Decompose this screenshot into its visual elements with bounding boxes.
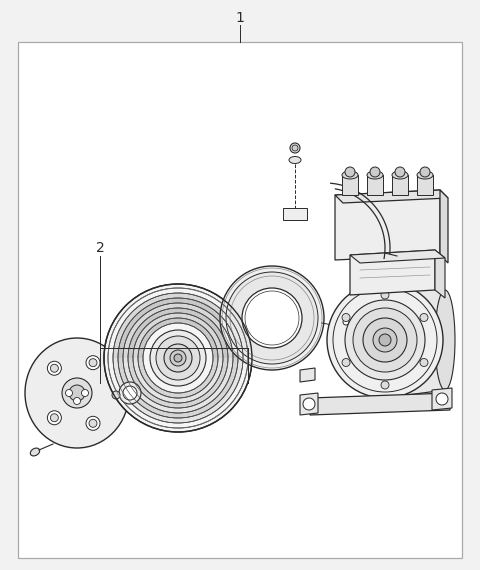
Polygon shape	[435, 250, 445, 298]
Circle shape	[73, 397, 81, 405]
Polygon shape	[350, 250, 445, 263]
Circle shape	[156, 336, 200, 380]
Circle shape	[226, 272, 318, 364]
Circle shape	[220, 266, 324, 370]
Circle shape	[420, 167, 430, 177]
Polygon shape	[300, 393, 318, 415]
Text: 1: 1	[236, 11, 244, 25]
Circle shape	[342, 314, 350, 321]
Polygon shape	[335, 190, 440, 260]
Circle shape	[170, 350, 186, 366]
Circle shape	[353, 308, 417, 372]
Circle shape	[150, 330, 206, 386]
Circle shape	[164, 344, 192, 372]
Circle shape	[69, 385, 85, 401]
Circle shape	[370, 167, 380, 177]
Wedge shape	[123, 303, 233, 358]
Circle shape	[420, 314, 428, 321]
Circle shape	[104, 284, 252, 432]
Ellipse shape	[67, 383, 87, 403]
Polygon shape	[385, 282, 445, 398]
Circle shape	[292, 145, 298, 151]
Ellipse shape	[417, 171, 433, 179]
Circle shape	[48, 411, 61, 425]
Wedge shape	[138, 318, 218, 358]
Wedge shape	[123, 358, 233, 413]
Wedge shape	[133, 358, 223, 403]
Polygon shape	[392, 175, 408, 195]
Circle shape	[379, 334, 391, 346]
Ellipse shape	[30, 448, 40, 456]
Wedge shape	[113, 293, 243, 358]
Ellipse shape	[392, 171, 408, 179]
Circle shape	[436, 393, 448, 405]
Polygon shape	[300, 368, 315, 382]
Polygon shape	[440, 190, 448, 263]
Circle shape	[342, 359, 350, 367]
Circle shape	[381, 381, 389, 389]
Polygon shape	[335, 190, 448, 203]
Ellipse shape	[435, 290, 455, 390]
Ellipse shape	[59, 374, 95, 412]
Polygon shape	[350, 250, 435, 295]
Circle shape	[420, 359, 428, 367]
Circle shape	[345, 167, 355, 177]
Circle shape	[50, 364, 59, 372]
Wedge shape	[118, 298, 238, 358]
Circle shape	[119, 382, 141, 404]
Circle shape	[89, 420, 97, 428]
Circle shape	[343, 319, 349, 325]
Circle shape	[174, 354, 182, 362]
Ellipse shape	[342, 171, 358, 179]
Polygon shape	[432, 388, 452, 410]
Polygon shape	[367, 175, 383, 195]
Wedge shape	[128, 308, 228, 358]
Wedge shape	[118, 358, 238, 418]
Wedge shape	[138, 358, 218, 398]
Wedge shape	[133, 313, 223, 358]
Circle shape	[345, 300, 425, 380]
Circle shape	[373, 328, 397, 352]
Circle shape	[395, 167, 405, 177]
Wedge shape	[113, 358, 243, 423]
Wedge shape	[128, 358, 228, 408]
Text: 2: 2	[96, 241, 104, 255]
Circle shape	[82, 389, 88, 397]
Polygon shape	[342, 175, 358, 195]
Ellipse shape	[27, 339, 127, 447]
Ellipse shape	[367, 171, 383, 179]
Ellipse shape	[289, 157, 301, 164]
Circle shape	[290, 143, 300, 153]
Ellipse shape	[25, 338, 129, 448]
Circle shape	[86, 416, 100, 430]
Circle shape	[242, 288, 302, 348]
Polygon shape	[310, 393, 450, 415]
Polygon shape	[417, 175, 433, 195]
Circle shape	[50, 414, 59, 422]
Circle shape	[123, 386, 137, 400]
Circle shape	[89, 359, 97, 367]
Polygon shape	[283, 208, 307, 220]
Circle shape	[48, 361, 61, 375]
Circle shape	[363, 318, 407, 362]
Circle shape	[381, 291, 389, 299]
Circle shape	[62, 378, 92, 408]
Circle shape	[65, 389, 72, 397]
Circle shape	[86, 356, 100, 370]
Circle shape	[112, 391, 120, 399]
Circle shape	[303, 398, 315, 410]
Circle shape	[327, 282, 443, 398]
